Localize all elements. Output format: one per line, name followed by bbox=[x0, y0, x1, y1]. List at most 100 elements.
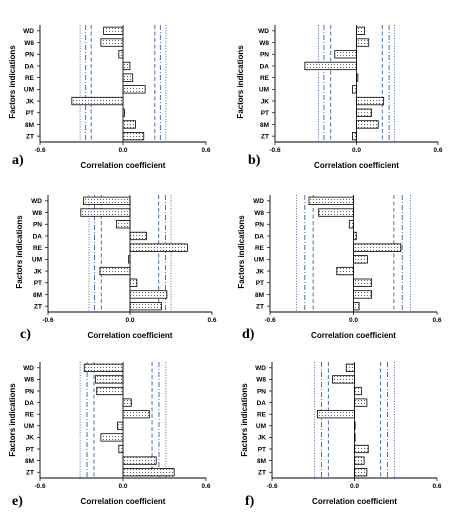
category-label-zt: ZT bbox=[261, 133, 269, 140]
category-label-pn: PN bbox=[255, 222, 264, 229]
category-label-um: UM bbox=[254, 257, 264, 264]
bar-w8 bbox=[332, 375, 355, 384]
category-label-um: UM bbox=[256, 423, 266, 430]
x-tick-label: 0.0 bbox=[350, 483, 359, 490]
bar-jk bbox=[336, 266, 354, 276]
category-label-jk: JK bbox=[34, 268, 43, 275]
bar-re bbox=[353, 243, 402, 252]
category-label-w8: W8 bbox=[254, 210, 264, 217]
bar-w8 bbox=[318, 208, 354, 217]
bar-zt bbox=[353, 302, 360, 311]
category-label-um: UM bbox=[259, 87, 269, 94]
category-label-8m: 8M bbox=[25, 122, 34, 129]
category-label-re: RE bbox=[260, 75, 270, 82]
y-axis-label: Factors indications bbox=[240, 383, 249, 457]
category-label-pt: PT bbox=[256, 280, 264, 287]
category-label-pt: PT bbox=[26, 110, 34, 117]
category-label-re: RE bbox=[257, 412, 267, 419]
bar-jk bbox=[356, 96, 385, 106]
category-label-pn: PN bbox=[260, 52, 269, 59]
bar-um bbox=[117, 421, 124, 430]
category-label-pn: PN bbox=[257, 388, 266, 395]
category-label-da: DA bbox=[25, 63, 35, 70]
bar-zt bbox=[122, 132, 145, 141]
bar-wd bbox=[345, 363, 355, 372]
bar-pt bbox=[354, 444, 369, 454]
bar-re bbox=[122, 73, 134, 82]
bar-zt bbox=[352, 132, 357, 141]
category-label-jk: JK bbox=[258, 435, 267, 442]
category-label-pn: PN bbox=[25, 52, 34, 59]
bar-8m bbox=[354, 456, 365, 465]
x-tick-label: 0.0 bbox=[118, 147, 127, 154]
category-label-pt: PT bbox=[258, 446, 266, 453]
category-label-8m: 8M bbox=[257, 458, 266, 465]
x-tick-label: 0.6 bbox=[433, 147, 442, 154]
category-label-re: RE bbox=[33, 245, 43, 252]
category-label-jk: JK bbox=[261, 98, 270, 105]
chart-panel-f: WD W8 PN DA RE UM JK PT 8M ZT-0.6 0.0 0.6 Correlatio… bbox=[240, 362, 442, 509]
panel-label: c) bbox=[20, 327, 31, 342]
category-label-zt: ZT bbox=[26, 133, 34, 140]
category-label-zt: ZT bbox=[256, 303, 264, 310]
x-tick-label: 0.6 bbox=[201, 147, 210, 154]
chart-panel-e: WD W8 PN DA RE UM JK PT 8M ZT-0.6 0.0 0.6 Correlatio… bbox=[8, 362, 211, 509]
bar-re bbox=[122, 410, 150, 419]
category-label-8m: 8M bbox=[260, 122, 269, 129]
x-axis-label: Correlation coefficient bbox=[88, 331, 173, 340]
category-label-da: DA bbox=[260, 63, 270, 70]
bar-wd bbox=[103, 26, 124, 35]
bar-pn bbox=[348, 220, 354, 229]
category-label-jk: JK bbox=[26, 98, 35, 105]
bar-jk bbox=[71, 96, 124, 106]
category-label-w8: W8 bbox=[259, 40, 269, 47]
x-axis-label: Correlation coefficient bbox=[311, 331, 396, 340]
category-label-wd: WD bbox=[23, 365, 34, 372]
bar-pt bbox=[118, 444, 124, 454]
panel-label: e) bbox=[12, 494, 23, 509]
category-label-w8: W8 bbox=[24, 40, 34, 47]
category-label-wd: WD bbox=[258, 28, 269, 35]
category-label-da: DA bbox=[255, 233, 265, 240]
x-tick-label: 0.6 bbox=[201, 483, 210, 490]
category-label-pt: PT bbox=[261, 110, 269, 117]
category-label-pn: PN bbox=[25, 388, 34, 395]
bar-wd bbox=[83, 196, 131, 205]
x-tick-label: 0.6 bbox=[432, 317, 441, 324]
bar-pt bbox=[356, 108, 372, 117]
category-label-um: UM bbox=[24, 423, 34, 430]
chart-panel-b: WD W8 PN DA RE UM JK PT 8M ZT-0.6 0.0 0.6 Correlatio… bbox=[236, 25, 443, 170]
bar-um bbox=[352, 85, 357, 94]
bar-wd bbox=[308, 196, 354, 205]
x-tick-label: -0.6 bbox=[34, 147, 46, 154]
category-label-da: DA bbox=[25, 400, 35, 407]
x-tick-label: -0.6 bbox=[269, 147, 281, 154]
x-tick-label: -0.6 bbox=[266, 483, 278, 490]
x-tick-label: 0.6 bbox=[207, 317, 216, 324]
panel-label: b) bbox=[248, 153, 261, 168]
bar-wd bbox=[356, 26, 366, 35]
bar-pt bbox=[129, 278, 138, 287]
x-tick-label: -0.6 bbox=[42, 317, 54, 324]
category-label-da: DA bbox=[257, 400, 267, 407]
y-axis-label: Factors indications bbox=[15, 215, 24, 289]
bar-da bbox=[353, 231, 357, 241]
y-axis-label: Factors indications bbox=[237, 215, 246, 289]
bar-8m bbox=[353, 290, 372, 299]
bar-pn bbox=[118, 50, 124, 59]
bar-w8 bbox=[94, 375, 124, 384]
bar-w8 bbox=[100, 38, 124, 47]
category-label-jk: JK bbox=[256, 268, 265, 275]
x-tick-label: 0.0 bbox=[125, 317, 134, 324]
bar-da bbox=[122, 398, 132, 407]
x-tick-label: 0.6 bbox=[432, 483, 441, 490]
x-tick-label: 0.0 bbox=[349, 317, 358, 324]
bar-pn bbox=[96, 386, 124, 396]
bar-8m bbox=[122, 456, 157, 465]
bar-pn bbox=[354, 386, 362, 396]
bar-8m bbox=[356, 120, 379, 129]
chart-panel-d: WD W8 PN DA RE UM JK PT 8M ZT-0.6 0.0 0.6 Correlatio… bbox=[237, 195, 442, 342]
category-label-zt: ZT bbox=[258, 470, 266, 477]
bar-zt bbox=[122, 468, 175, 477]
